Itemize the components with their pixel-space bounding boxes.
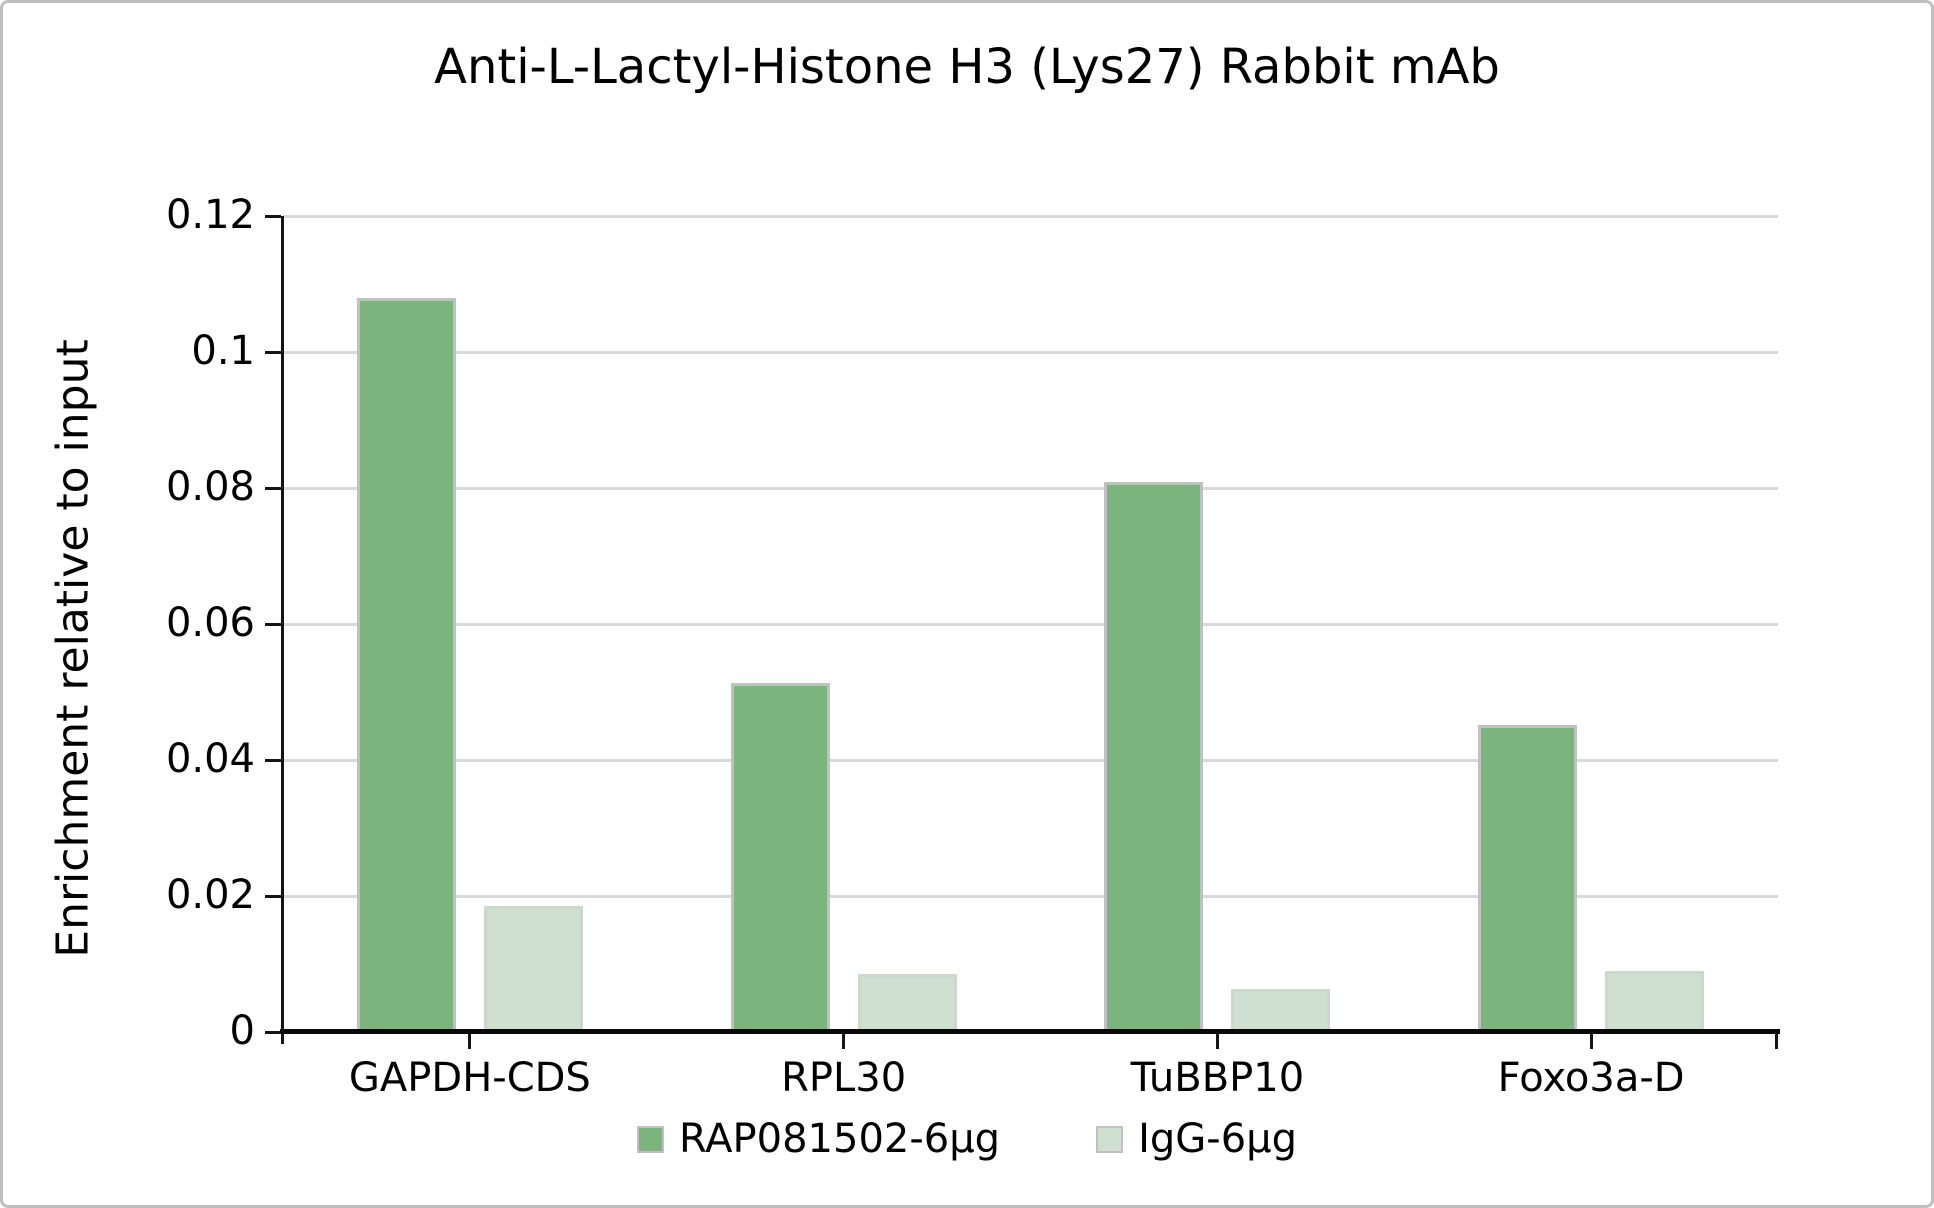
x-axis-tick	[842, 1034, 846, 1049]
legend-label: RAP081502-6µg	[679, 1116, 1001, 1162]
x-axis-line	[280, 1029, 1780, 1034]
y-axis-tick	[265, 1030, 281, 1034]
x-axis-tick	[1215, 1034, 1219, 1049]
bar-TuBBP10-IgG-6µg	[1231, 989, 1331, 1032]
x-axis-end-tick	[1775, 1034, 1778, 1049]
x-category-label: Foxo3a-D	[1497, 1055, 1685, 1101]
gridline	[283, 894, 1778, 898]
y-tick-label: 0.12	[165, 192, 255, 238]
gridline	[283, 214, 1778, 218]
legend: RAP081502-6µg IgG-6µg	[3, 1117, 1931, 1161]
bar-GAPDH-CDS-RAP081502-6µg	[356, 298, 456, 1032]
x-category-label: RPL30	[781, 1055, 907, 1101]
legend-item-IgG-6µg: IgG-6µg	[1096, 1117, 1297, 1161]
gridline	[283, 622, 1778, 626]
chart-title: Anti-L-Lactyl-Histone H3 (Lys27) Rabbit …	[434, 39, 1500, 95]
gridline	[283, 350, 1778, 354]
bar-GAPDH-CDS-IgG-6µg	[483, 906, 583, 1032]
y-axis-tick	[265, 758, 281, 762]
bar-TuBBP10-RAP081502-6µg	[1104, 482, 1204, 1032]
y-tick-label: 0.08	[165, 464, 255, 510]
x-category-label: GAPDH-CDS	[348, 1055, 591, 1101]
y-tick-label: 0.04	[165, 736, 255, 782]
y-axis-tick	[265, 350, 281, 354]
legend-marker-icon	[637, 1125, 664, 1153]
bar-RPL30-RAP081502-6µg	[730, 683, 830, 1032]
bar-Foxo3a-D-RAP081502-6µg	[1478, 725, 1578, 1032]
x-axis-tick	[468, 1034, 472, 1049]
y-tick-label: 0.06	[165, 600, 255, 646]
y-tick-label: 0.1	[191, 328, 255, 374]
y-axis-tick	[265, 622, 281, 626]
gridline	[283, 486, 1778, 490]
y-axis-tick	[265, 486, 281, 490]
gridline	[283, 758, 1778, 762]
y-axis-spine	[281, 216, 284, 1044]
legend-label: IgG-6µg	[1138, 1116, 1297, 1162]
y-axis-tick	[265, 894, 281, 898]
legend-item-RAP081502-6µg: RAP081502-6µg	[637, 1117, 1000, 1161]
x-axis-tick	[1589, 1034, 1593, 1049]
bar-RPL30-IgG-6µg	[857, 974, 957, 1032]
y-tick-label: 0.02	[165, 872, 255, 918]
plot-area	[283, 214, 1778, 1032]
legend-marker-icon	[1096, 1125, 1124, 1153]
bar-Foxo3a-D-IgG-6µg	[1605, 971, 1705, 1032]
y-axis-tick	[265, 214, 281, 218]
y-tick-label: 0	[229, 1008, 255, 1054]
x-category-label: TuBBP10	[1130, 1055, 1305, 1101]
